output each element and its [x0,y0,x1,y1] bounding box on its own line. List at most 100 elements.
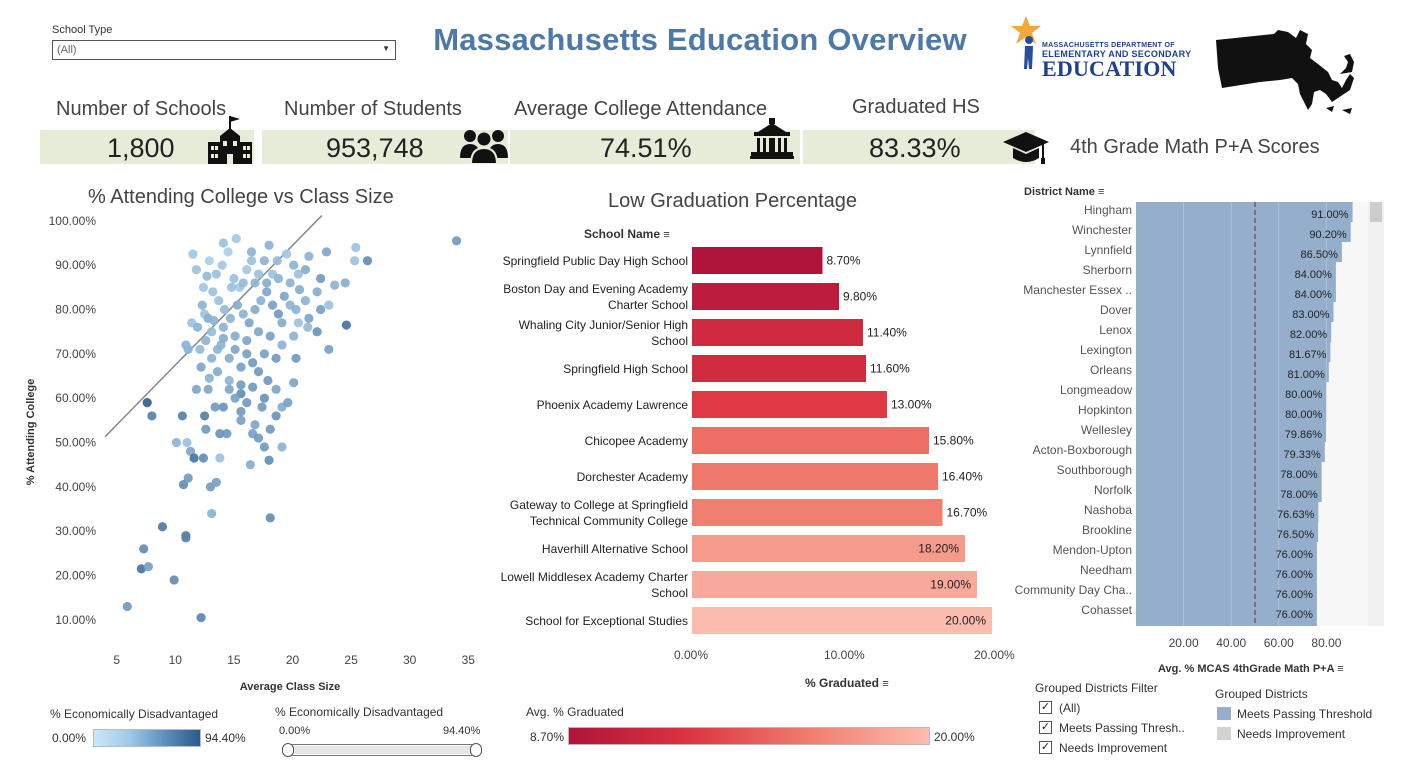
grad-bar[interactable] [692,391,887,418]
scatter-point[interactable] [264,455,274,465]
scatter-point[interactable] [183,473,193,483]
scatter-point[interactable] [248,382,258,392]
district-name-header[interactable]: District Name ≡ [1024,186,1104,198]
scatter-point[interactable] [191,265,202,275]
scatter-point[interactable] [192,322,203,332]
scatter-point[interactable] [289,260,299,270]
scatter-point[interactable] [294,284,305,295]
scatter-point[interactable] [300,265,310,275]
scatter-point[interactable] [271,384,281,394]
scatter-point[interactable] [293,318,303,328]
scatter-point[interactable] [253,366,264,377]
scatter-point[interactable] [217,260,227,270]
scatter-point[interactable] [250,304,260,315]
scatter-point[interactable] [236,362,246,372]
sort-icon[interactable]: ≡ [882,678,889,690]
scatter-point[interactable] [212,344,223,355]
scatter-point[interactable] [200,411,210,421]
scatter-point[interactable] [264,240,274,250]
filter-all-label[interactable]: (All) [1059,701,1081,715]
scatter-point[interactable] [209,316,219,326]
scatter-point[interactable] [256,296,266,306]
filter-meets-label[interactable]: Meets Passing Thresh.. [1059,721,1185,735]
scatter-point[interactable] [277,340,287,350]
scatter-point[interactable] [222,429,232,439]
scatter-point[interactable] [259,393,269,403]
scatter-point[interactable] [246,247,257,257]
scatter-point[interactable] [257,402,267,412]
scatter-point[interactable] [189,453,199,463]
scatter-point[interactable] [229,273,239,284]
scatter-point[interactable] [218,322,228,332]
scatter-point[interactable] [273,273,284,284]
scatter-point[interactable] [230,344,240,355]
grad-bar[interactable] [692,499,943,526]
scatter-point[interactable] [277,318,287,328]
grad-bar[interactable] [692,571,977,598]
scatter-point[interactable] [245,460,255,470]
sort-icon[interactable]: ≡ [663,229,670,241]
scatter-point[interactable] [147,411,157,421]
scatter-point[interactable] [324,300,334,310]
scatter-point[interactable] [312,287,322,297]
scatter-point[interactable] [303,322,313,332]
econ-range-slider[interactable] [282,743,482,757]
scatter-point[interactable] [330,280,340,290]
scatter-point[interactable] [225,313,235,323]
econ-slider-handle-min[interactable] [282,743,294,757]
grad-bar[interactable] [692,427,929,454]
scatter-point[interactable] [262,287,272,297]
scatter-point[interactable] [195,344,205,355]
scatter-point[interactable] [198,282,209,292]
scatter-point[interactable] [157,522,168,532]
filter-all-checkbox[interactable]: ✓ [1039,701,1052,714]
scatter-point[interactable] [262,278,272,288]
scatter-point[interactable] [273,309,284,319]
scatter-point[interactable] [208,287,218,297]
scatter-point[interactable] [242,349,252,359]
math-scrollbar-thumb[interactable] [1370,202,1382,222]
filter-needs-checkbox[interactable]: ✓ [1039,741,1052,754]
scatter-point[interactable] [304,313,314,323]
scatter-point[interactable] [207,508,217,519]
scatter-point[interactable] [218,238,228,248]
scatter-point[interactable] [207,353,217,363]
scatter-point[interactable] [351,242,361,253]
scatter-point[interactable] [177,411,187,421]
scatter-point[interactable] [246,256,257,266]
scatter-point[interactable] [321,247,332,257]
scatter-point[interactable] [238,278,248,288]
scatter-point[interactable] [197,300,207,310]
scatter-point[interactable] [316,273,326,284]
scatter-point[interactable] [215,453,225,463]
scatter-point[interactable] [236,415,246,425]
scatter-point[interactable] [212,366,223,377]
scatter-point[interactable] [304,251,314,261]
filter-needs-label[interactable]: Needs Improvement [1059,741,1168,755]
grad-bar[interactable] [692,283,839,310]
scatter-point[interactable] [451,236,462,246]
math-x-axis-label[interactable]: Avg. % MCAS 4thGrade Math P+A ≡ [1158,663,1344,675]
grad-bar[interactable] [692,319,863,346]
scatter-point[interactable] [203,384,213,394]
scatter-point[interactable] [265,424,275,434]
math-scrollbar-track[interactable] [1368,202,1384,626]
scatter-point[interactable] [259,442,269,452]
scatter-point[interactable] [272,256,282,266]
scatter-point[interactable] [223,247,233,257]
scatter-point[interactable] [178,480,189,490]
scatter-point[interactable] [253,269,264,279]
scatter-point[interactable] [183,344,193,355]
scatter-point[interactable] [236,406,246,417]
scatter-point[interactable] [219,304,230,315]
scatter-point[interactable] [250,420,260,430]
scatter-point[interactable] [204,256,214,266]
scatter-point[interactable] [244,318,254,328]
scatter-point[interactable] [279,291,289,301]
scatter-point[interactable] [289,331,299,341]
scatter-point[interactable] [283,398,293,408]
scatter-point[interactable] [250,278,260,288]
scatter-point[interactable] [198,453,209,463]
scatter-point[interactable] [312,327,322,337]
scatter-point[interactable] [143,562,153,572]
